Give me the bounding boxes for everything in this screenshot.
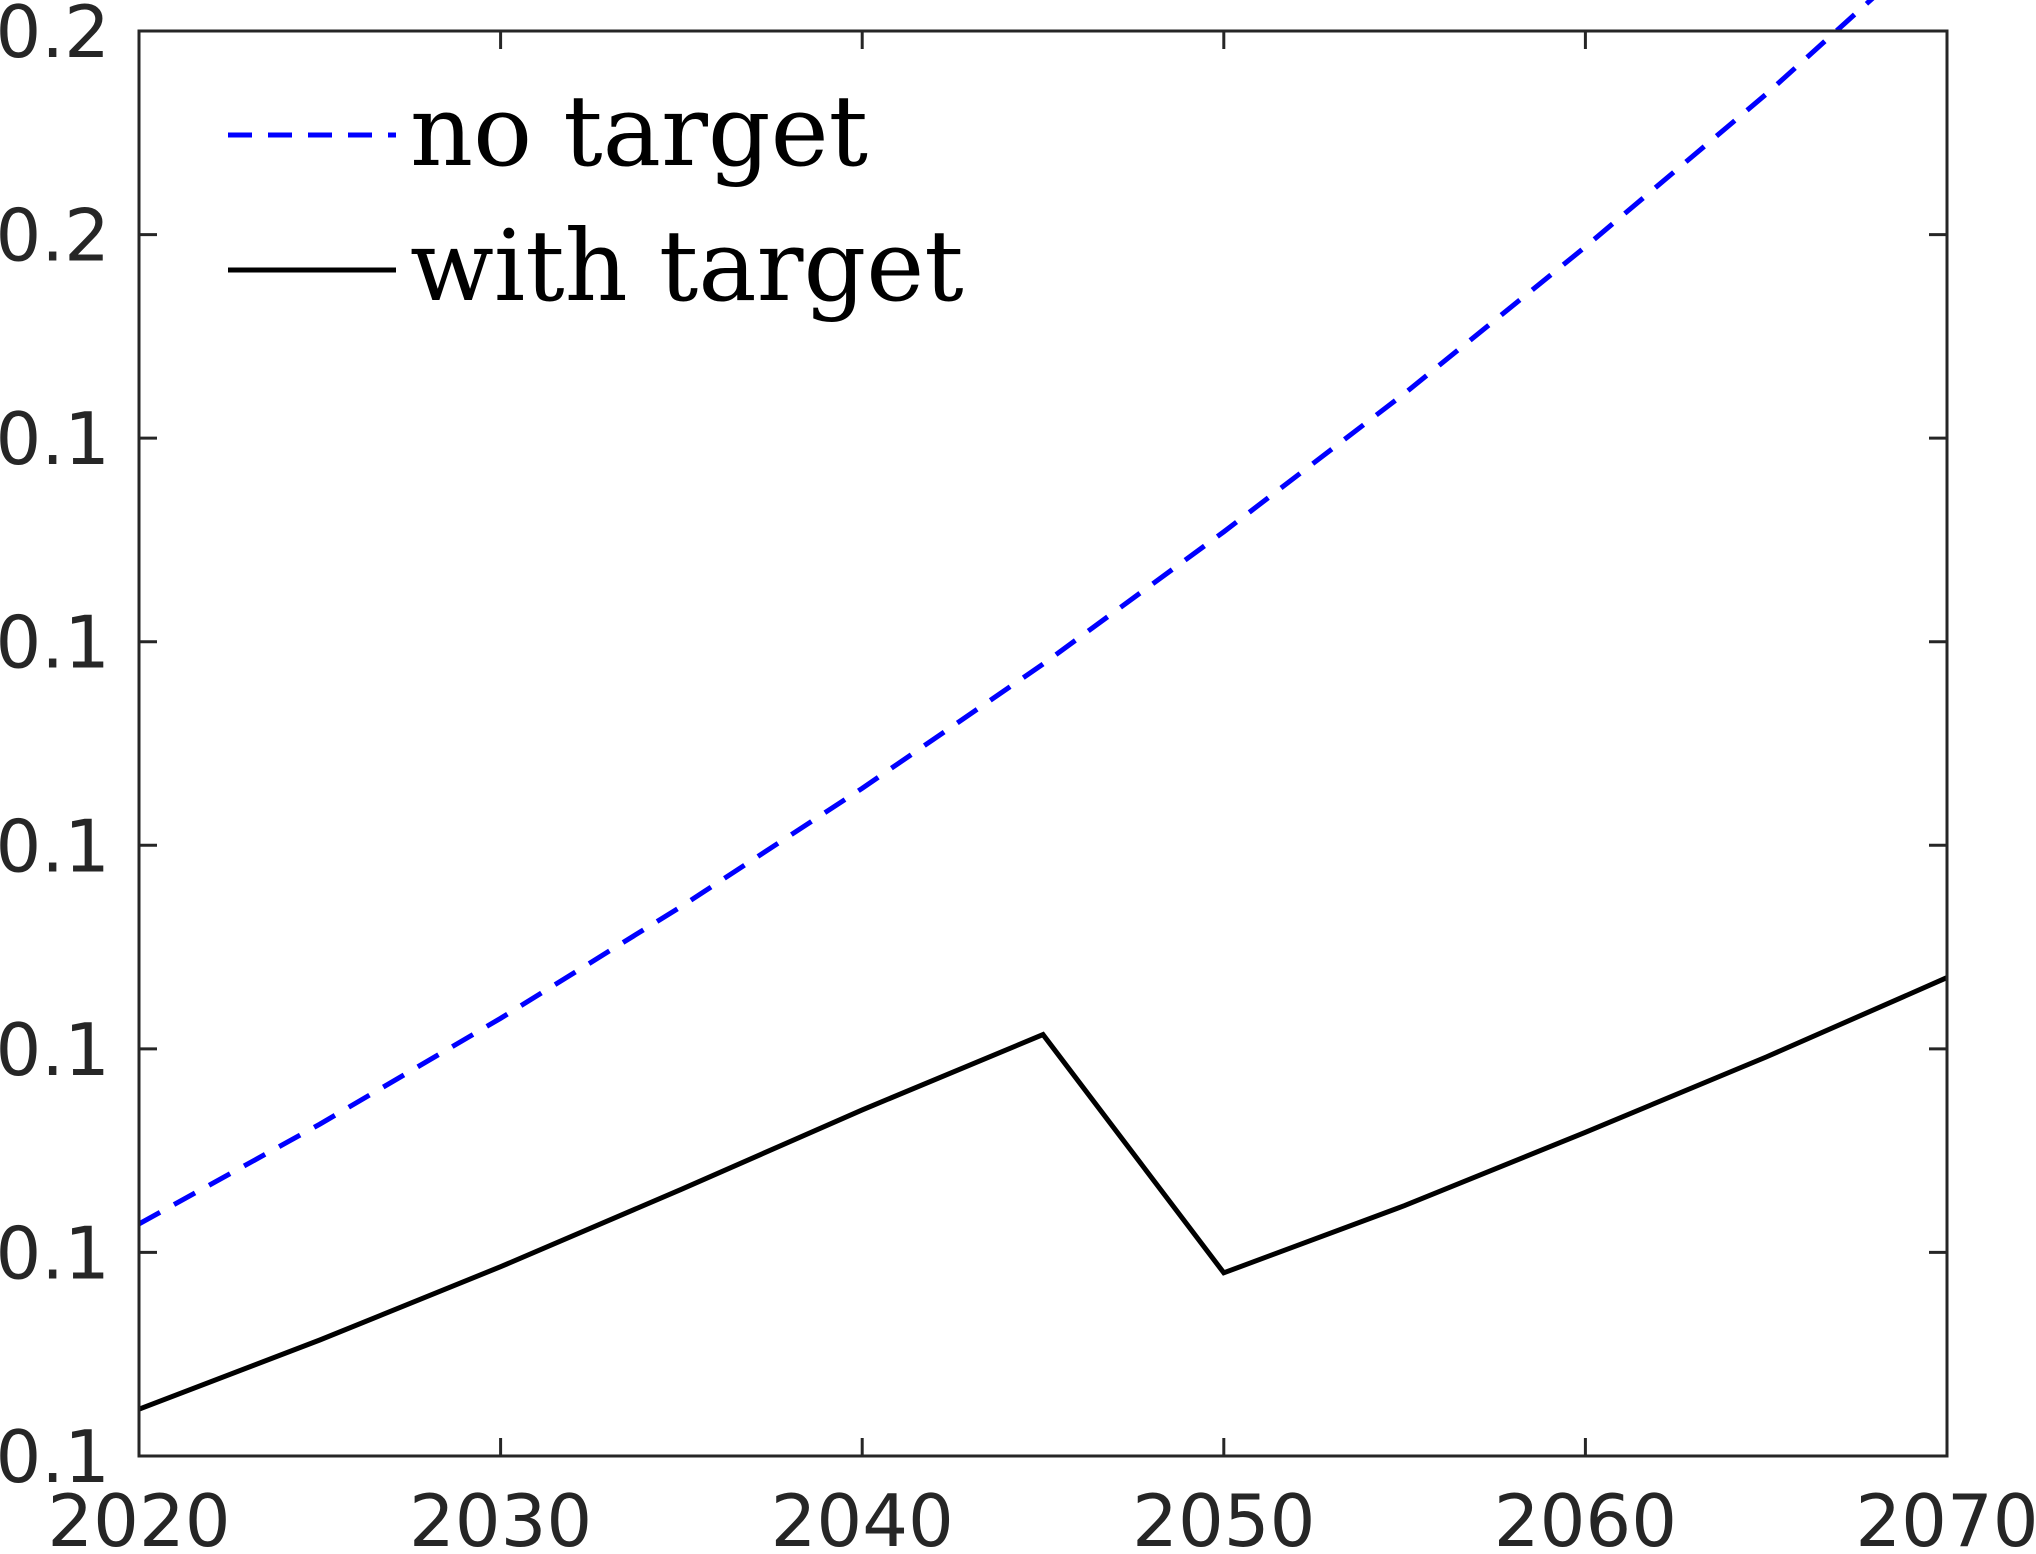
y-tick-label: 0.1: [0, 1008, 110, 1092]
legend: no target with target: [228, 75, 964, 324]
legend-label-1: no target: [410, 75, 868, 189]
series-layer: [137, 0, 1949, 1412]
legend-label-2: with target: [410, 210, 964, 324]
y-tick-label: 0.2: [0, 0, 110, 74]
y-tick-label: 0.1: [0, 1415, 110, 1499]
y-tick-label: 0.1: [0, 601, 110, 685]
y-tick-label: 0.2: [0, 194, 110, 278]
y-tick-label: 0.1: [0, 804, 110, 888]
x-tick-label: 2040: [771, 1479, 954, 1554]
x-tick-label: 2050: [1132, 1479, 1315, 1554]
series-line-2: [138, 975, 1949, 1412]
x-tick-label: 2070: [1855, 1479, 2036, 1554]
y-tick-label: 0.1: [0, 397, 110, 481]
x-tick-label: 2020: [47, 1479, 230, 1554]
plot-frame: [137, 29, 1949, 1458]
x-tick-label: 2030: [409, 1479, 592, 1554]
series-line-1: [137, 0, 1875, 1227]
x-tick-label: 2060: [1494, 1479, 1677, 1554]
y-tick-label: 0.1: [0, 1211, 110, 1295]
